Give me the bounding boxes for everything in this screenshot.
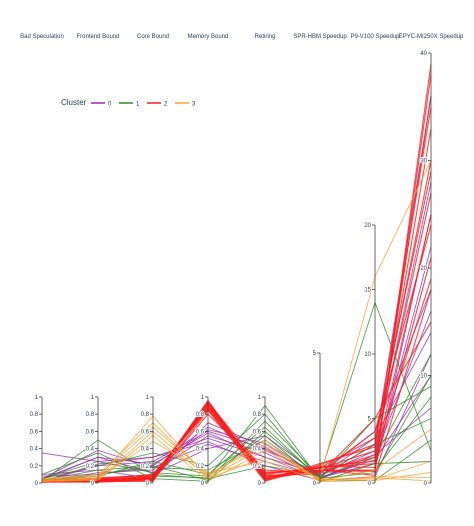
axis-title: SPR-HBM Speedup [293, 34, 347, 40]
tick-label: 0.6 [253, 429, 262, 435]
tick-label: 0 [91, 481, 95, 487]
axis-title: Memory Bound [188, 34, 229, 40]
cluster-2-line-27 [42, 106, 432, 483]
axis-title: Bad Speculation [20, 34, 64, 40]
polylines-layer [41, 63, 432, 483]
tick-label: 0.6 [30, 429, 39, 435]
tick-label: 0.4 [86, 447, 95, 453]
tick-label: 0.2 [30, 464, 39, 470]
cluster-2-line-30 [42, 214, 432, 482]
cluster-3-line-34 [41, 435, 432, 482]
tick-label: 0 [368, 481, 372, 487]
axis-title: EPYC-MI250X Speedup [399, 34, 464, 40]
tick-label: 0 [424, 481, 428, 487]
cluster-1-line-10 [41, 301, 432, 482]
legend-label: 2 [164, 102, 168, 108]
cluster-2-line-31 [41, 278, 432, 483]
axis-epyc-mi250x-speedup[interactable]: EPYC-MI250X Speedup 0 10 20 30 40 [399, 34, 464, 488]
tick-label: 0 [35, 481, 39, 487]
legend-entry-3[interactable]: 3 [175, 102, 196, 108]
legend-entry-0[interactable]: 0 [91, 102, 112, 108]
tick-label: 0.8 [196, 412, 205, 418]
tick-label: 5 [368, 417, 372, 423]
axis-spr-hbm-speedup[interactable]: SPR-HBM Speedup 0 5 [293, 34, 347, 488]
cluster-2-line-29 [41, 63, 432, 483]
tick-label: 0 [258, 481, 262, 487]
tick-label: 0.2 [253, 464, 262, 470]
axis-bad-speculation[interactable]: Bad Speculation 0 0.2 0.4 0.6 0.8 1 [20, 34, 64, 488]
legend-label: 0 [108, 102, 112, 108]
legend: Cluster 0 1 2 3 [61, 98, 196, 108]
cluster-3-line-37 [41, 430, 432, 482]
tick-label: 0.8 [141, 412, 150, 418]
tick-label: 0.4 [196, 447, 205, 453]
cluster-2-line-20 [41, 128, 432, 483]
tick-label: 0 [313, 481, 317, 487]
tick-label: 1 [258, 395, 262, 401]
tick-label: 1 [91, 395, 95, 401]
tick-label: 40 [420, 51, 427, 57]
cluster-2-line-19 [41, 95, 432, 483]
tick-label: 0.4 [253, 447, 262, 453]
cluster-2-line-21 [41, 160, 432, 483]
tick-label: 1 [201, 395, 205, 401]
tick-label: 30 [420, 159, 427, 165]
tick-label: 10 [420, 374, 427, 380]
axis-memory-bound[interactable]: Memory Bound 0 0.2 0.4 0.6 0.8 1 [188, 34, 229, 488]
tick-label: 0.8 [253, 412, 262, 418]
cluster-3-line-35 [41, 422, 432, 483]
axis-frontend-bound[interactable]: Frontend Bound 0 0.2 0.4 0.6 0.8 1 [76, 34, 119, 488]
legend-label: 3 [192, 102, 196, 108]
legend-title: Cluster [61, 98, 87, 107]
legend-label: 1 [136, 102, 140, 108]
tick-label: 5 [313, 351, 317, 357]
axis-retiring[interactable]: Retiring 0 0.2 0.4 0.6 0.8 1 [252, 34, 276, 488]
tick-label: 0.2 [196, 464, 205, 470]
axis-title: P9-V100 Speedup [350, 34, 400, 40]
cluster-1-line-15 [41, 435, 432, 483]
axis-p9-v100-speedup[interactable]: P9-V100 Speedup 0 5 10 15 20 [350, 34, 400, 488]
tick-label: 0 [146, 481, 150, 487]
legend-entry-1[interactable]: 1 [119, 102, 140, 108]
tick-label: 15 [364, 288, 371, 294]
tick-label: 0 [201, 481, 205, 487]
tick-label: 0.4 [30, 447, 39, 453]
tick-label: 0.8 [86, 412, 95, 418]
tick-label: 0.8 [30, 412, 39, 418]
legend-entry-2[interactable]: 2 [147, 102, 168, 108]
axis-title: Core Bound [137, 34, 169, 40]
tick-label: 0.4 [141, 447, 150, 453]
axis-title: Frontend Bound [76, 34, 119, 40]
tick-label: 20 [364, 223, 371, 229]
tick-label: 0.2 [141, 464, 150, 470]
tick-label: 0.6 [86, 429, 95, 435]
tick-label: 0.6 [141, 429, 150, 435]
tick-label: 0.6 [196, 429, 205, 435]
tick-label: 20 [420, 266, 427, 272]
tick-label: 1 [35, 395, 39, 401]
tick-label: 0.2 [86, 464, 95, 470]
axis-title: Retiring [255, 34, 276, 40]
cluster-2-line-22 [41, 192, 432, 482]
cluster-3-line-33 [41, 426, 432, 481]
tick-label: 10 [364, 352, 371, 358]
axis-core-bound[interactable]: Core Bound 0 0.2 0.4 0.6 0.8 1 [137, 34, 169, 488]
tick-label: 1 [146, 395, 150, 401]
